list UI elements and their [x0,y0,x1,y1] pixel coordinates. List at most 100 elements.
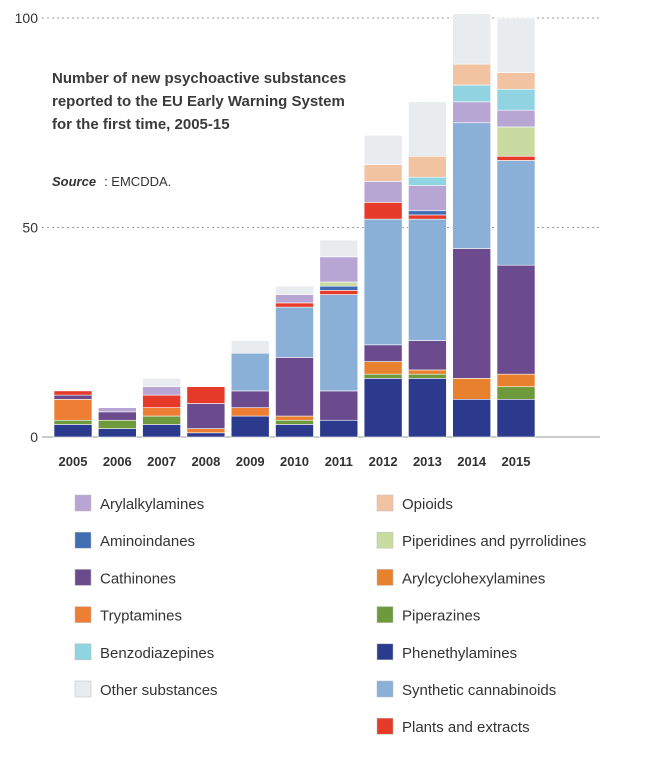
legend-swatch [376,680,394,698]
bar-segment [408,210,447,216]
bar-segment [319,419,359,438]
bar-segment [496,17,536,73]
bar-segment [496,126,536,157]
bar-segment [408,155,447,178]
x-tick-label: 2013 [413,454,442,469]
bar-segment [408,176,447,186]
bar-segment [98,411,137,421]
legend-label: Piperazines [402,608,480,625]
chart-title-block: Number of new psychoactive substances re… [52,70,346,189]
bar-segment [363,361,403,375]
bar-segment [230,340,270,354]
legend-swatch [376,643,394,661]
bar-segment [363,164,403,182]
bar-segment [363,202,403,220]
bar-segment [452,84,492,103]
legend-swatch [74,680,92,698]
bar-segment [496,155,536,161]
bar-segment [53,390,93,396]
x-tick-label: 2012 [369,454,398,469]
legend-label: Tryptamines [100,608,182,625]
bar-segment [186,386,226,404]
y-axis-ticks: 0 50 100 [15,10,39,445]
bar-segment [452,13,492,65]
bar-segment [363,378,403,438]
bar-segment [230,415,270,438]
bar-segment [230,407,270,417]
bar-segment [363,373,403,379]
bar-segment [98,407,137,413]
x-tick-label: 2014 [457,454,487,469]
legend-label: Arylcyclohexylamines [402,570,545,587]
bar-segment [319,256,359,283]
bar-segment [452,101,492,124]
bar-segment [319,290,359,295]
bar-segment [275,419,314,425]
legend-label: Arylalkylamines [100,496,204,513]
y-tick-label: 0 [30,429,38,445]
chart-title-line-3: for the first time, 2005-15 [52,116,230,133]
bar-segment [319,285,359,291]
legend-swatch [376,606,394,623]
bar-segment [408,373,447,379]
bar-segment [496,88,536,111]
bar-segment [408,369,447,375]
bar-segment [142,407,181,417]
bar-segment [452,63,492,86]
bar-segment [363,218,403,346]
bar-segment [275,424,314,438]
legend-label: Aminoindanes [100,533,195,550]
legend-swatch [74,606,92,623]
bar-segment [496,373,536,388]
chart-title-line-2: reported to the EU Early Warning System [52,93,345,110]
x-tick-label: 2007 [147,454,176,469]
bar-segment [319,294,359,392]
bar-segment [186,403,226,429]
bar-segment [452,398,492,438]
bar-segment [496,264,536,375]
bar-segment [230,390,270,408]
source-label: Source [52,174,96,189]
legend-label: Phenethylamines [402,645,517,662]
legend-label: Opioids [402,496,453,513]
bar-segment [319,239,359,258]
bar-segment [142,415,181,425]
bar-segment [275,285,314,295]
bar-segment [496,398,536,438]
bar-segment [319,281,359,287]
bar-segment [53,424,93,438]
legend-swatch [376,717,394,735]
bar-segment [142,386,181,396]
bar-segment [53,398,93,421]
bar-segment [53,419,93,425]
x-axis-ticks: 2005 2006 2007 2008 2009 2010 2011 2012 2013 2014… [59,454,531,469]
x-tick-label: 2008 [191,454,220,469]
bar-segment [408,340,447,371]
y-tick-label: 100 [15,10,39,26]
bar-segment [408,214,447,220]
x-tick-label: 2006 [103,454,132,469]
legend-label: Benzodiazepines [100,645,214,662]
legend-label: Piperidines and pyrrolidines [402,533,586,550]
bar-segment [363,181,403,203]
bar-segment [53,394,93,400]
legend-label: Plants and extracts [402,719,530,736]
bar-segment [496,109,536,128]
x-tick-label: 2015 [502,454,531,469]
bar-segment [275,302,314,308]
legend-swatch [376,531,394,549]
bars-group [53,13,536,438]
bar-segment [408,185,447,212]
bar-segment [363,344,403,362]
bar-segment [142,378,181,388]
bar-segment [363,135,403,165]
legend-swatch [376,494,394,512]
x-tick-label: 2005 [59,454,88,469]
bar-segment [186,428,226,434]
legend-swatch [74,643,92,661]
source-value: : EMCDDA. [104,174,171,189]
bar-segment [142,394,181,408]
bar-segment [319,390,359,421]
